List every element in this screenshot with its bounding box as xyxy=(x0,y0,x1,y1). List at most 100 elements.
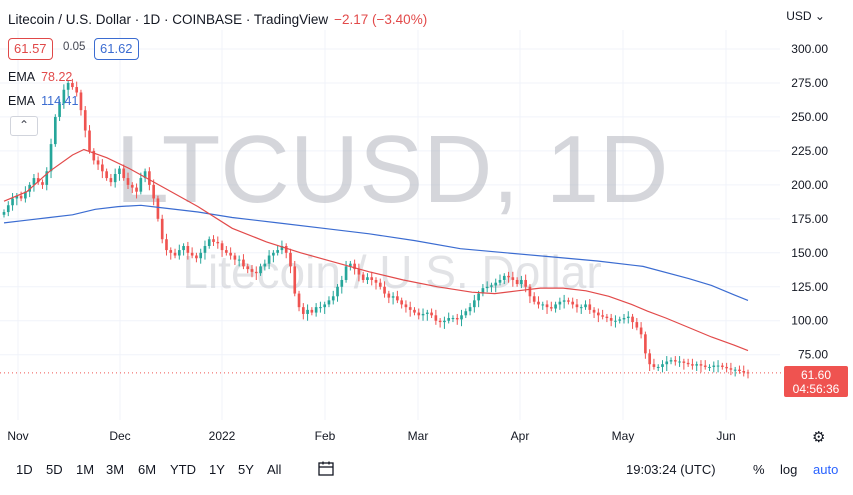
candle xyxy=(746,369,750,379)
candle xyxy=(396,290,399,304)
candle xyxy=(319,301,322,313)
candle xyxy=(71,78,74,90)
candle xyxy=(443,316,446,329)
candle xyxy=(464,308,468,319)
timeframe-1m[interactable]: 1M xyxy=(76,462,95,477)
candle xyxy=(267,250,271,270)
candle xyxy=(92,148,96,165)
candle xyxy=(473,294,476,313)
x-tick-label: Feb xyxy=(315,429,336,443)
ema-fast-value: 78.22 xyxy=(41,70,73,84)
candle xyxy=(601,309,604,320)
candle xyxy=(314,303,318,317)
candle xyxy=(237,255,241,267)
bottom-toolbar: 1D 5D 1M 3M 6M YTD 1Y 5Y All 19:03:24 (U… xyxy=(0,452,853,487)
candle xyxy=(421,308,425,321)
candle xyxy=(109,174,113,187)
timeframe-1y[interactable]: 1Y xyxy=(209,462,225,477)
candle xyxy=(126,172,130,189)
timeframe-5y[interactable]: 5Y xyxy=(238,462,254,477)
candle xyxy=(340,275,344,294)
candle xyxy=(105,168,108,181)
candle xyxy=(686,358,690,367)
candle xyxy=(562,294,566,309)
candle xyxy=(678,356,681,367)
ema-slow-value: 114.41 xyxy=(41,94,79,108)
percent-scale-toggle[interactable]: % xyxy=(753,462,765,477)
ema-legend-slow[interactable]: EMA 114.41 xyxy=(8,94,78,108)
utc-clock[interactable]: 19:03:24 (UTC) xyxy=(626,462,716,477)
auto-scale-toggle[interactable]: auto xyxy=(813,462,839,477)
candle xyxy=(520,275,523,289)
ema-legend-fast[interactable]: EMA 78.22 xyxy=(8,70,72,84)
candle xyxy=(729,362,733,376)
settings-gear-icon[interactable]: ⚙ xyxy=(812,429,826,446)
candle xyxy=(558,297,562,310)
candle xyxy=(32,174,36,192)
candle xyxy=(648,349,651,372)
candle xyxy=(272,250,275,263)
candle xyxy=(130,182,134,194)
collapse-legend-button[interactable]: ⌃ xyxy=(10,116,38,136)
timeframe-6m[interactable]: 6M xyxy=(138,462,157,477)
candle xyxy=(53,114,57,147)
x-tick-label: Jun xyxy=(716,429,735,443)
candle xyxy=(19,191,23,202)
timeframe-3m[interactable]: 3M xyxy=(106,462,125,477)
y-tick-label: 75.00 xyxy=(798,348,828,362)
symbol-title: Litecoin / U.S. Dollar · 1D · COINBASE ·… xyxy=(8,12,329,27)
candle xyxy=(75,81,79,97)
candle xyxy=(45,167,49,191)
candle xyxy=(301,303,305,320)
bar-countdown: 04:56:36 xyxy=(792,382,840,396)
timeframe-1d[interactable]: 1D xyxy=(16,462,33,477)
candle xyxy=(327,296,331,308)
candle xyxy=(357,263,361,282)
candle xyxy=(712,361,716,373)
ask-price[interactable]: 61.62 xyxy=(94,38,139,60)
candle xyxy=(716,360,720,373)
y-tick-label: 250.00 xyxy=(791,110,828,124)
candle xyxy=(494,278,498,293)
y-tick-label: 225.00 xyxy=(791,144,828,158)
candle xyxy=(79,89,83,116)
candle xyxy=(229,247,232,260)
candle xyxy=(83,106,87,138)
candle xyxy=(220,240,224,257)
x-tick-label: 2022 xyxy=(209,429,236,443)
candle xyxy=(549,301,553,312)
candle xyxy=(652,358,656,370)
candle xyxy=(135,183,138,199)
timeframe-ytd[interactable]: YTD xyxy=(170,462,196,477)
date-range-icon[interactable] xyxy=(317,460,335,478)
x-axis: Nov Dec 2022 Feb Mar Apr May Jun xyxy=(7,429,735,443)
currency-selector[interactable]: USD ⌄ xyxy=(786,9,825,23)
x-tick-label: Dec xyxy=(109,429,130,443)
candle xyxy=(139,172,143,195)
y-tick-label: 275.00 xyxy=(791,76,828,90)
candle xyxy=(430,308,433,319)
candle xyxy=(541,301,545,310)
candle xyxy=(438,318,442,328)
candle xyxy=(584,300,587,310)
log-scale-toggle[interactable]: log xyxy=(780,462,798,477)
candle xyxy=(6,201,10,217)
candle xyxy=(413,307,416,316)
candle xyxy=(383,281,386,298)
candle xyxy=(186,241,190,260)
candle xyxy=(58,99,61,122)
candle xyxy=(417,308,421,320)
candle xyxy=(353,259,356,275)
candle xyxy=(490,282,493,293)
timeframe-all[interactable]: All xyxy=(267,462,282,477)
candle xyxy=(331,290,335,305)
candle xyxy=(545,300,549,314)
bid-price[interactable]: 61.57 xyxy=(8,38,53,60)
candle xyxy=(169,247,173,260)
candle xyxy=(575,299,579,313)
candle xyxy=(41,179,44,189)
y-axis: 300.00 275.00 250.00 225.00 200.00 175.00 150.… xyxy=(791,42,828,362)
y-tick-label: 300.00 xyxy=(791,42,828,56)
timeframe-5d[interactable]: 5D xyxy=(46,462,63,477)
